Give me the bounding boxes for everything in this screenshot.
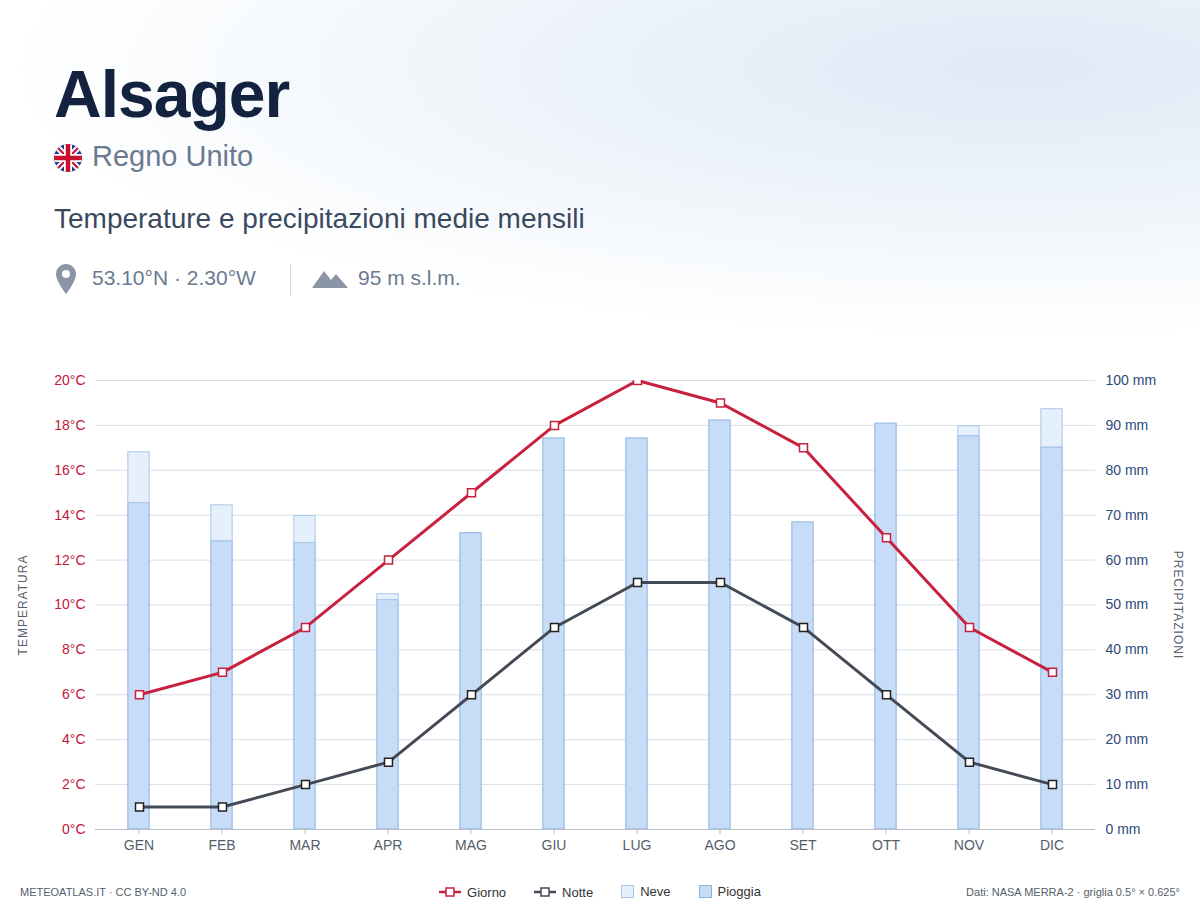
svg-text:NOV: NOV <box>954 837 985 853</box>
svg-text:6°C: 6°C <box>62 686 86 702</box>
svg-text:APR: APR <box>374 837 403 853</box>
svg-text:GEN: GEN <box>124 837 154 853</box>
svg-text:AGO: AGO <box>704 837 735 853</box>
svg-text:DIC: DIC <box>1040 837 1064 853</box>
svg-text:20°C: 20°C <box>54 372 85 388</box>
svg-text:16°C: 16°C <box>54 462 85 478</box>
svg-text:8°C: 8°C <box>62 641 86 657</box>
html-text:TEMPERATURA: TEMPERATURA <box>16 554 30 656</box>
html-text:Pioggia: Pioggia <box>717 884 761 899</box>
svg-text:4°C: 4°C <box>62 731 86 747</box>
svg-text:FEB: FEB <box>208 837 235 853</box>
html-text:Dati: NASA MERRA-2 · griglia 0: Dati: NASA MERRA-2 · griglia 0.5° × 0.62… <box>966 886 1180 898</box>
svg-text:30 mm: 30 mm <box>1106 686 1149 702</box>
svg-text:SET: SET <box>789 837 817 853</box>
svg-text:LUG: LUG <box>623 837 652 853</box>
svg-text:70 mm: 70 mm <box>1106 507 1149 523</box>
svg-text:GIU: GIU <box>542 837 567 853</box>
html-text:Temperature e precipitazioni m: Temperature e precipitazioni medie mensi… <box>54 203 585 234</box>
svg-text:10°C: 10°C <box>54 596 85 612</box>
svg-text:100 mm: 100 mm <box>1106 372 1157 388</box>
html-text:Notte: Notte <box>562 884 594 900</box>
svg-text:40 mm: 40 mm <box>1106 641 1149 657</box>
html-text:Neve: Neve <box>640 884 671 899</box>
svg-text:MAR: MAR <box>289 837 320 853</box>
svg-text:50 mm: 50 mm <box>1106 596 1149 612</box>
svg-text:0°C: 0°C <box>62 821 86 837</box>
html-text:53.10°N · 2.30°W: 53.10°N · 2.30°W <box>92 266 256 289</box>
html-text:PRECIPITAZIONI: PRECIPITAZIONI <box>1171 550 1185 660</box>
svg-text:0 mm: 0 mm <box>1106 821 1141 837</box>
svg-text:2°C: 2°C <box>62 776 86 792</box>
svg-text:10 mm: 10 mm <box>1106 776 1149 792</box>
html-text:Regno Unito: Regno Unito <box>92 140 254 172</box>
svg-text:14°C: 14°C <box>54 507 85 523</box>
html-text:95 m s.l.m.: 95 m s.l.m. <box>358 266 461 289</box>
html-text:METEOATLAS.IT · CC BY-ND 4.0: METEOATLAS.IT · CC BY-ND 4.0 <box>20 886 187 898</box>
svg-text:60 mm: 60 mm <box>1106 552 1149 568</box>
html-text:Alsager: Alsager <box>54 57 290 131</box>
svg-text:MAG: MAG <box>455 837 487 853</box>
svg-text:18°C: 18°C <box>54 417 85 433</box>
svg-text:90 mm: 90 mm <box>1106 417 1149 433</box>
svg-text:12°C: 12°C <box>54 552 85 568</box>
svg-text:OTT: OTT <box>872 837 900 853</box>
svg-text:20 mm: 20 mm <box>1106 731 1149 747</box>
svg-text:80 mm: 80 mm <box>1106 462 1149 478</box>
html-text:Giorno: Giorno <box>467 884 507 900</box>
